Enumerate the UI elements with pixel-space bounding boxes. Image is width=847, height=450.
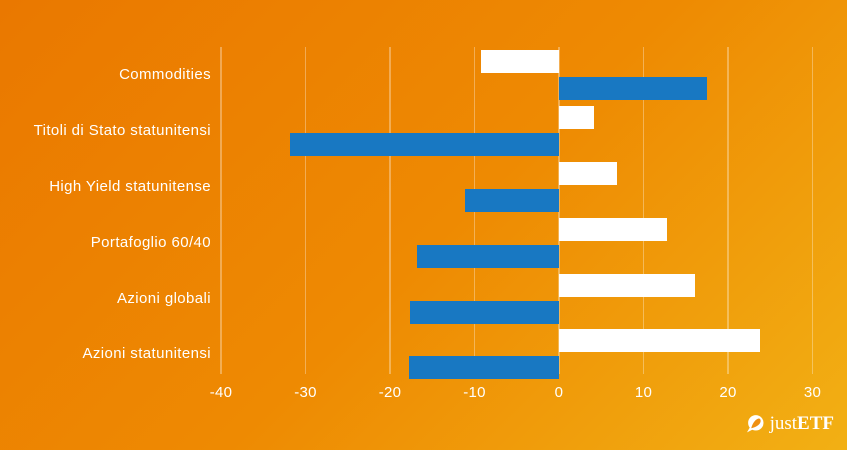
logo-text-just: just	[769, 413, 798, 434]
x-axis-tick-label: -10	[463, 384, 486, 401]
category-label: Commodities	[119, 66, 211, 83]
x-axis-tick-label: 10	[634, 384, 653, 401]
grid-line	[558, 47, 560, 374]
logo-text: justETF	[770, 412, 834, 436]
bar-white-series	[559, 106, 595, 129]
bar-white-series	[559, 329, 761, 352]
x-axis-tick-label: 0	[554, 384, 564, 401]
category-label: High Yield statunitense	[49, 178, 211, 195]
category-label: Titoli di Stato statunitensi	[33, 122, 211, 139]
bar-blue-series	[408, 356, 559, 379]
x-axis-tick-label: -20	[378, 384, 402, 401]
bar-blue-series	[290, 133, 559, 156]
category-label: Azioni globali	[117, 290, 211, 307]
grid-line	[220, 47, 222, 374]
category-label: Portafoglio 60/40	[90, 234, 211, 251]
category-label: Azioni statunitensi	[82, 345, 211, 362]
bar-blue-series	[410, 301, 559, 324]
x-axis-tick-label: -40	[209, 384, 233, 401]
bar-blue-series	[465, 189, 559, 212]
grid-line	[727, 47, 729, 374]
logo-text-etf: ETF	[797, 413, 834, 434]
justetf-logo: justETF	[746, 412, 834, 436]
bar-blue-series	[559, 77, 707, 100]
x-axis-tick-label: 30	[803, 384, 822, 401]
x-axis-tick-label: 20	[719, 384, 737, 401]
bar-white-series	[559, 274, 696, 297]
bar-white-series	[559, 162, 618, 185]
bar-blue-series	[417, 245, 559, 268]
grid-line	[642, 47, 645, 374]
bar-white-series	[481, 50, 559, 73]
justetf-icon	[746, 415, 764, 433]
grid-line	[811, 47, 814, 374]
grid-line	[304, 47, 307, 374]
grid-line	[389, 47, 391, 374]
bar-white-series	[559, 218, 668, 241]
x-axis-tick-label: -30	[294, 384, 317, 401]
